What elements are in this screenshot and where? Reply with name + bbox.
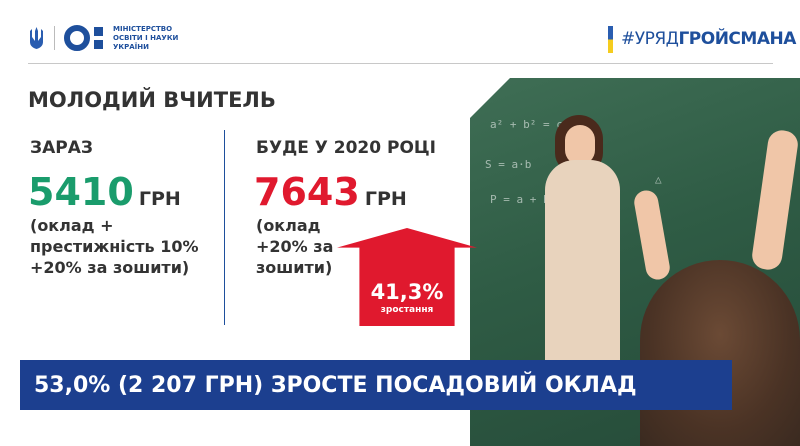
future-amount: 7643 (254, 170, 360, 214)
ministry-logo-icon (64, 24, 106, 52)
now-note: (оклад + престижність 10% +20% за зошити… (30, 215, 199, 278)
future-label: БУДЕ У 2020 РОЦІ (256, 138, 437, 158)
hashtag-suffix: ГРОЙСМАНА (678, 29, 796, 49)
note-line: зошити) (256, 258, 333, 277)
growth-arrow-icon (337, 228, 477, 326)
future-unit: ГРН (364, 188, 407, 210)
note-line: (оклад + (30, 216, 114, 235)
ministry-line: УКРАЇНИ (113, 43, 149, 51)
ukraine-flag-icon (608, 26, 613, 53)
future-salary: 7643 ГРН (254, 173, 407, 211)
note-line: (оклад (256, 216, 321, 235)
bottom-banner: 53,0% (2 207 ГРН) ЗРОСТЕ ПОСАДОВИЙ ОКЛАД (20, 360, 732, 410)
trident-emblem-icon (29, 27, 44, 49)
ministry-line: МІНІСТЕРСТВО (113, 25, 173, 33)
growth-caption: зростання (380, 305, 434, 315)
ministry-name: МІНІСТЕРСТВО ОСВІТИ І НАУКИ УКРАЇНИ (113, 25, 178, 52)
teacher-face (565, 125, 595, 165)
now-unit: ГРН (138, 188, 181, 210)
now-label: ЗАРАЗ (30, 138, 93, 158)
header-rule (28, 63, 773, 64)
now-amount: 5410 (28, 170, 134, 214)
header-divider (54, 26, 55, 50)
column-divider (224, 130, 225, 325)
note-line: +20% за (256, 237, 334, 256)
now-salary: 5410 ГРН (28, 173, 181, 211)
note-line: престижність 10% (30, 237, 199, 256)
note-line: +20% за зошити) (30, 258, 190, 277)
student-figure (640, 260, 800, 446)
growth-percent: 41,3% (370, 280, 444, 304)
ministry-line: ОСВІТИ І НАУКИ (113, 34, 179, 42)
teacher-body (545, 160, 620, 370)
future-note: (оклад +20% за зошити) (256, 215, 333, 278)
hashtag-prefix: #УРЯД (621, 29, 679, 49)
hashtag: #УРЯДГРОЙСМАНА (621, 29, 796, 49)
page-title: МОЛОДИЙ ВЧИТЕЛЬ (28, 88, 276, 112)
